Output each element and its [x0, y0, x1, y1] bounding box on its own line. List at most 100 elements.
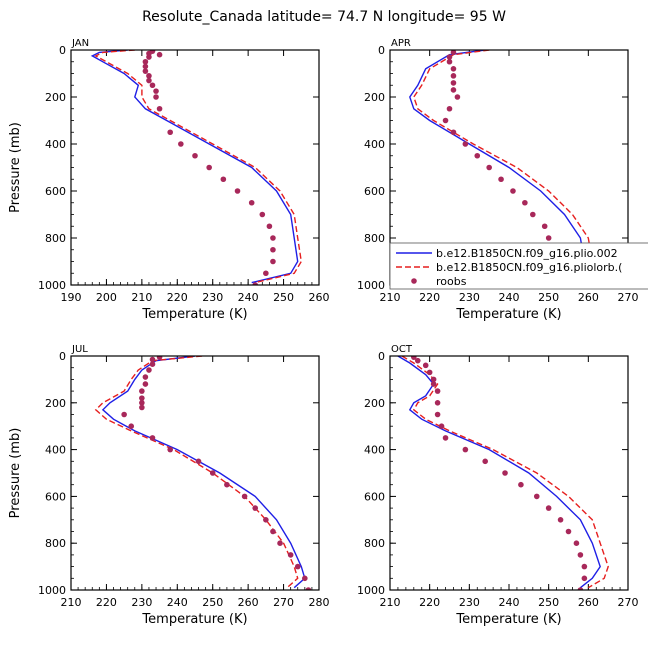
data-jan	[90, 50, 303, 285]
roobs-point	[414, 357, 421, 364]
x-tick-label: 230	[459, 291, 480, 304]
roobs-point	[146, 77, 152, 84]
y-tick-label: 400	[364, 138, 385, 151]
roobs-point	[206, 164, 212, 171]
x-tick-label: 220	[167, 291, 188, 304]
roobs-point	[252, 505, 259, 511]
roobs-point	[270, 246, 276, 253]
roobs-point	[149, 435, 156, 441]
x-tick-label: 220	[419, 596, 440, 609]
y-tick-label: 800	[364, 537, 385, 550]
y-tick-label: 1000	[38, 279, 66, 292]
plot-frame	[389, 355, 629, 591]
panels: 190 200 210 220 230 240 250 260 0 200 400 600 800 100…	[8, 38, 639, 627]
month-label: APR	[391, 38, 411, 49]
roobs-point	[121, 411, 127, 418]
roobs-point	[454, 94, 461, 100]
x-tick-label: 280	[309, 596, 330, 609]
x-tick-label: 240	[499, 291, 520, 304]
roobs-point	[146, 73, 152, 79]
data-oct	[397, 356, 609, 590]
roobs-point	[149, 356, 156, 363]
roobs-point	[482, 458, 489, 465]
y-tick-label: 800	[364, 232, 385, 245]
y-tick-label: 1000	[38, 584, 66, 597]
y-tick-label: 0	[59, 350, 66, 363]
roobs-point	[305, 587, 312, 590]
plot-frame	[70, 49, 320, 286]
roobs-point	[167, 446, 173, 453]
legend-label: b.e12.B1850CN.f09_g16.plio.002	[436, 247, 618, 260]
x-tick-label: 190	[61, 291, 82, 304]
roobs-point	[565, 528, 572, 535]
roobs-point	[573, 540, 580, 546]
plio-line-jan	[90, 50, 299, 284]
x-tick-label: 270	[618, 291, 639, 304]
roobs-point	[502, 470, 508, 476]
roobs-point	[450, 80, 457, 86]
pliolorb-line-jan	[94, 50, 303, 284]
roobs-point	[533, 493, 540, 500]
roobs-point	[434, 400, 441, 406]
x-tick-label: 240	[167, 596, 188, 609]
x-tick-label: 210	[131, 291, 152, 304]
panel-oct: 210 220 230 240 250 260 270 0 200 400 600 800 1000 OC…	[357, 344, 639, 627]
y-tick-label: 1000	[357, 584, 385, 597]
roobs-point	[462, 141, 469, 147]
roobs-point	[252, 282, 259, 285]
roobs-point	[450, 73, 457, 79]
roobs-point	[442, 117, 449, 124]
roobs-point	[153, 94, 159, 100]
roobs-point	[450, 50, 457, 56]
x-tick-label: 230	[131, 596, 152, 609]
roobs-point	[411, 356, 417, 360]
y-tick-label: 200	[45, 91, 66, 104]
roobs-point	[474, 152, 481, 159]
roobs-point	[294, 563, 301, 570]
y-tick-label: 1000	[357, 279, 385, 292]
x-tick-label: 260	[238, 596, 259, 609]
roobs-point	[426, 369, 433, 376]
roobs-point	[434, 411, 441, 418]
y-tick-label: 400	[45, 138, 66, 151]
roobs-point	[178, 141, 184, 147]
roobs-point	[220, 176, 227, 183]
roobs-point	[446, 105, 453, 112]
roobs-point	[277, 540, 283, 546]
roobs-point	[270, 258, 276, 265]
roobs-point	[192, 152, 198, 159]
y-tick-label: 600	[364, 490, 385, 503]
roobs-point	[430, 381, 437, 387]
y-axis-label: Pressure (mb)	[8, 428, 23, 519]
y-tick-label: 200	[364, 397, 385, 410]
y-tick-label: 400	[364, 444, 385, 457]
roobs-point	[146, 367, 152, 373]
x-axis-label: Temperature (K)	[141, 307, 247, 322]
roobs-point	[266, 223, 273, 230]
x-axis-label: Temperature (K)	[141, 612, 247, 627]
legend-swatch-roobs	[411, 278, 417, 284]
roobs-point	[139, 395, 145, 401]
y-tick-label: 0	[378, 44, 385, 57]
y-tick-label: 800	[45, 232, 66, 245]
roobs-point	[545, 505, 552, 511]
roobs-point	[438, 423, 445, 430]
roobs-point	[149, 50, 156, 54]
roobs-point	[581, 563, 588, 570]
roobs-point	[128, 423, 135, 430]
x-tick-label: 200	[96, 291, 117, 304]
roobs-point	[510, 188, 516, 194]
month-label: OCT	[391, 344, 413, 355]
x-tick-label: 250	[538, 291, 559, 304]
x-tick-label: 250	[202, 596, 223, 609]
y-tick-label: 600	[364, 185, 385, 198]
panel-jul: 210 220 230 240 250 260 270 280 0 200 400 600 800 100…	[8, 344, 330, 627]
roobs-point	[302, 575, 308, 582]
x-tick-label: 210	[380, 596, 401, 609]
roobs-point	[209, 470, 216, 476]
x-tick-label: 240	[499, 596, 520, 609]
roobs-point	[581, 575, 588, 582]
roobs-point	[146, 54, 152, 60]
roobs-point	[518, 481, 524, 488]
x-tick-label: 270	[273, 596, 294, 609]
